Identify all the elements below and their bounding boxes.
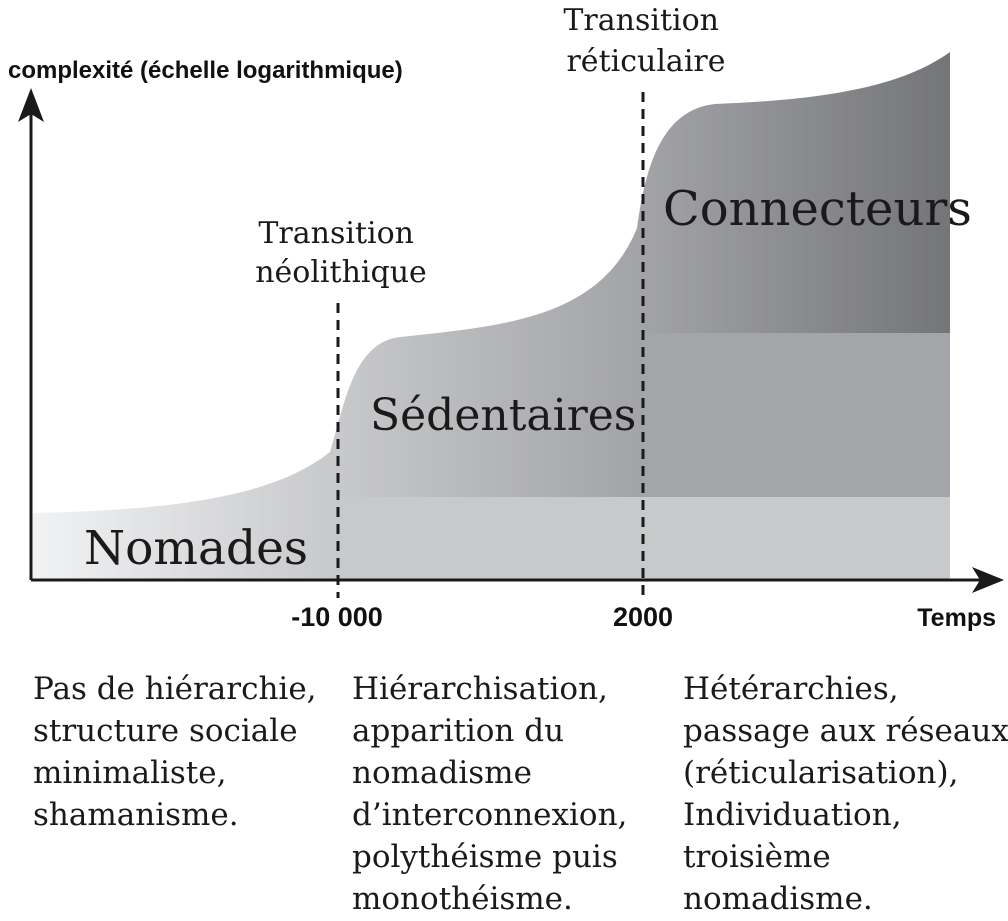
era-label-sedentaires: Sédentaires xyxy=(370,390,636,441)
description-sedentaires: Hiérarchisation, apparition du nomadisme… xyxy=(352,671,628,917)
y-axis-arrowhead xyxy=(18,88,44,122)
tick-label-2000: 2000 xyxy=(613,602,673,632)
description-connecteurs: Hétérarchies, passage aux réseaux (rétic… xyxy=(683,671,1008,917)
band-sedentaires xyxy=(643,333,950,497)
tick-label-minus-10000: -10 000 xyxy=(291,602,383,632)
reticular-transition-label: Transition réticulaire xyxy=(563,3,728,79)
x-axis-arrowhead xyxy=(972,567,1004,593)
x-axis-label: Temps xyxy=(917,604,996,632)
complexity-diagram: Nomades Sédentaires Connecteurs Transiti… xyxy=(8,3,1004,632)
neolithic-transition-label: Transition néolithique xyxy=(255,216,427,290)
y-axis-label: complexité (échelle logarithmique) xyxy=(8,57,403,84)
era-label-connecteurs: Connecteurs xyxy=(663,181,972,237)
era-label-nomades: Nomades xyxy=(84,521,308,576)
description-nomades: Pas de hiérarchie, structure sociale min… xyxy=(33,671,317,833)
